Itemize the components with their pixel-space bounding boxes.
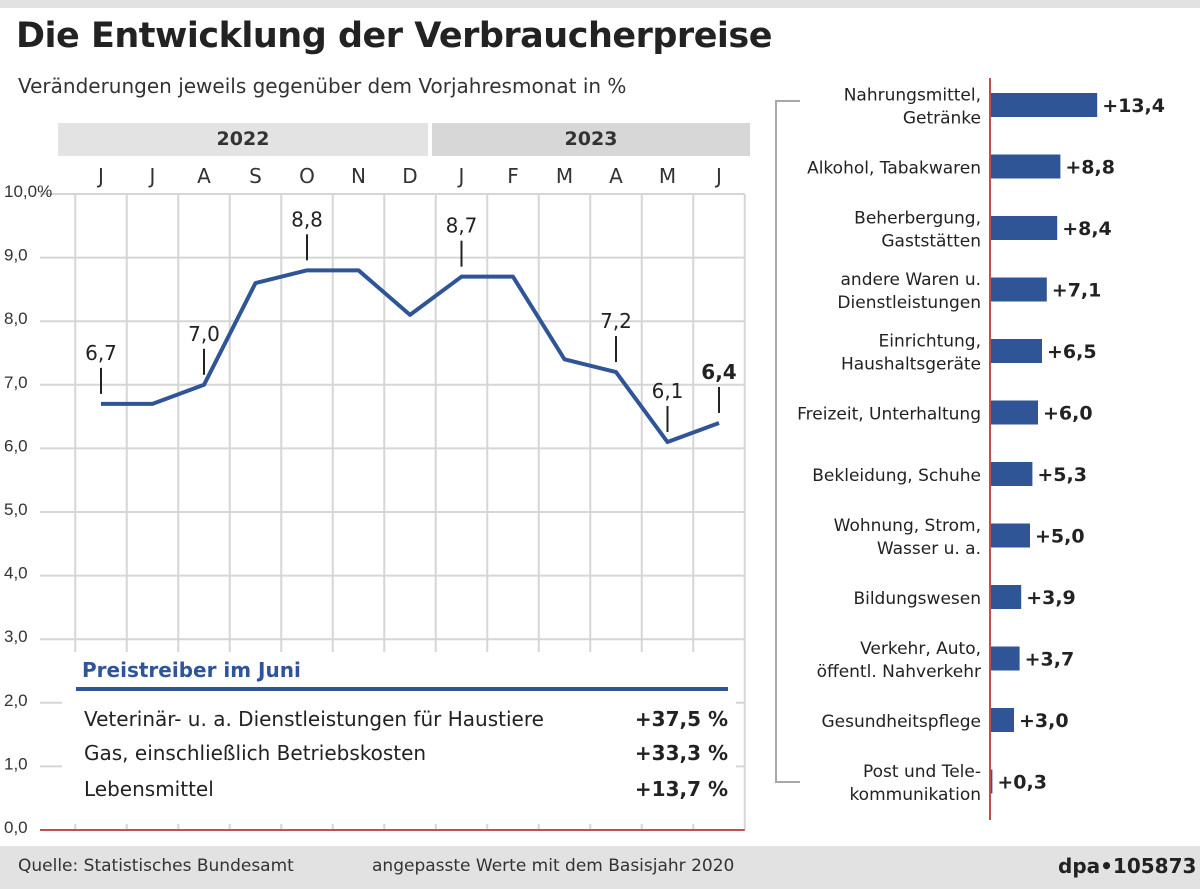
category-label: Beherbergung, (854, 209, 981, 229)
bar-value-label: +7,1 (1052, 280, 1102, 302)
year-band-2022: 2022 (58, 123, 428, 156)
driver-value: +13,7 % (634, 777, 728, 801)
x-tick-label: J (96, 164, 104, 188)
category-label: Alkohol, Tabakwaren (807, 159, 981, 179)
data-label: 6,1 (652, 379, 684, 403)
bar-value-label: +3,0 (1019, 710, 1069, 732)
category-label: Wasser u. a. (877, 539, 981, 559)
category-label: Dienstleistungen (837, 293, 981, 313)
driver-value: +37,5 % (634, 707, 728, 731)
bar-value-label: +13,4 (1102, 95, 1165, 117)
y-tick-label: 10,0% (4, 182, 52, 201)
x-tick-label: S (249, 164, 262, 188)
x-tick-label: F (507, 164, 519, 188)
source-note: Quelle: Statistisches Bundesamt (18, 856, 294, 876)
x-tick-label: A (609, 164, 623, 188)
category-bar (990, 400, 1038, 425)
category-label: Haushaltsgeräte (841, 355, 981, 375)
category-label: kommunikation (849, 785, 981, 805)
driver-value: +33,3 % (634, 741, 728, 765)
driver-label: Gas, einschließlich Betriebskosten (84, 741, 427, 765)
drivers-panel-bg (62, 652, 736, 824)
category-bar (990, 277, 1047, 302)
category-bar (990, 339, 1042, 363)
base-year-note: angepasste Werte mit dem Basisjahr 2020 (372, 856, 735, 876)
footer: Quelle: Statistisches Bundesamt angepass… (0, 846, 1200, 889)
category-bar-chart: Nahrungsmittel, Getränke +13,4 Alkohol, Tab… (775, 78, 1165, 820)
bar-value-label: +6,0 (1043, 403, 1093, 425)
category-label: Gesundheitspflege (821, 712, 981, 732)
drivers-title: Preistreiber im Juni (82, 658, 301, 682)
y-tick-label: 7,0 (4, 373, 28, 392)
bar-value-label: +8,8 (1065, 157, 1115, 179)
category-bracket (775, 100, 800, 783)
driver-label: Lebensmittel (84, 777, 214, 801)
category-bar (990, 462, 1033, 486)
category-label: Wohnung, Strom, (834, 516, 981, 536)
drivers-rule (76, 687, 728, 691)
y-tick-label: 4,0 (4, 564, 28, 583)
x-tick-label: J (457, 164, 465, 188)
x-tick-label: M (659, 164, 676, 188)
y-tick-label: 0,0 (4, 818, 28, 837)
x-tick-label: J (714, 164, 722, 188)
bar-value-label: +3,7 (1025, 649, 1075, 671)
category-label: andere Waren u. (841, 270, 982, 290)
data-label: 8,8 (291, 207, 323, 231)
category-label: Nahrungsmittel, (844, 86, 981, 106)
data-label: 6,4 (701, 360, 736, 384)
y-tick-label: 5,0 (4, 500, 28, 519)
chart-title: Die Entwicklung der Verbraucherpreise (16, 16, 773, 56)
y-tick-label: 2,0 (4, 691, 28, 710)
category-label: Getränke (903, 109, 981, 129)
category-label: Bekleidung, Schuhe (812, 466, 981, 486)
category-bar (990, 154, 1061, 179)
data-label: 7,2 (600, 309, 632, 333)
driver-label: Veterinär- u. a. Dienstleistungen für Ha… (84, 707, 544, 731)
category-bar (990, 93, 1098, 117)
x-tick-label: O (299, 164, 315, 188)
bar-value-label: +5,3 (1037, 464, 1087, 486)
category-bar (990, 769, 993, 794)
category-bar (990, 216, 1058, 240)
bar-value-label: +5,0 (1035, 526, 1085, 548)
category-label: öffentl. Nahverkehr (817, 662, 981, 682)
data-label: 8,7 (446, 214, 478, 238)
data-label: 6,7 (85, 341, 117, 365)
category-bar (990, 585, 1022, 609)
x-tick-label: N (351, 164, 366, 188)
category-label: Freizeit, Unterhaltung (797, 405, 981, 425)
category-label: Gaststätten (881, 232, 981, 252)
data-label: 7,0 (188, 322, 220, 346)
driver-row: Gas, einschließlich Betriebskosten +33,3… (84, 741, 728, 765)
y-tick-label: 9,0 (4, 246, 28, 265)
x-tick-label: M (556, 164, 573, 188)
x-tick-label: D (402, 164, 417, 188)
dpa-id: dpa•105873 (1058, 854, 1197, 878)
bar-value-label: +0,3 (997, 772, 1047, 794)
inflation-line (101, 268, 720, 445)
y-tick-label: 8,0 (4, 309, 28, 328)
chart-subtitle: Veränderungen jeweils gegenüber dem Vorj… (18, 74, 627, 98)
bar-value-label: +6,5 (1047, 341, 1097, 363)
x-tick-label: A (197, 164, 211, 188)
x-tick-label: J (148, 164, 156, 188)
y-tick-label: 3,0 (4, 627, 28, 646)
category-label: Einrichtung, (879, 332, 981, 352)
category-bar (990, 523, 1030, 548)
y-tick-label: 6,0 (4, 436, 28, 455)
bar-value-label: +3,9 (1026, 587, 1076, 609)
y-tick-label: 1,0 (4, 754, 28, 773)
bar-value-label: +8,4 (1062, 218, 1112, 240)
category-bar (990, 708, 1014, 732)
line-chart: 0,0 1,0 2,0 3,0 4,0 5,0 6,0 7,0 8,0 9,0 10,0% J J A S O… (4, 164, 746, 837)
year-band-2023: 2023 (432, 123, 750, 156)
driver-row: Veterinär- u. a. Dienstleistungen für Ha… (84, 707, 728, 731)
category-label: Verkehr, Auto, (860, 639, 981, 659)
driver-row: Lebensmittel +13,7 % (84, 777, 728, 801)
top-strip (0, 0, 1200, 8)
category-bar (990, 646, 1020, 671)
category-label: Bildungswesen (853, 589, 981, 609)
category-label: Post und Tele- (863, 762, 981, 782)
